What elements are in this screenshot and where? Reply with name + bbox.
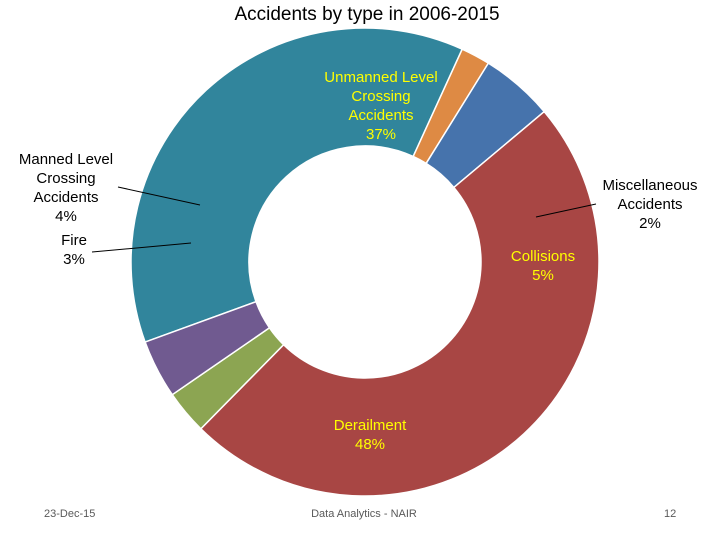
chart-title: Accidents by type in 2006-2015 [234,4,500,25]
data-label-miscellaneous-accidents: Miscellaneous Accidents 2% [602,177,697,232]
data-label-derailment: Derailment 48% [334,417,407,453]
slice-manned-level-crossing-accidents [144,300,271,396]
footer-center-text: Data Analytics - NAIR [311,508,417,520]
footer-date: 23-Dec-15 [44,508,96,520]
slice-unmanned-level-crossing-accidents [130,27,464,343]
data-label-collisions: Collisions 5% [511,248,575,284]
slice-derailment [199,110,600,497]
leader-line-manned-level-crossing-accidents [117,186,201,206]
leader-line-fire [91,242,192,253]
data-label-manned-level-crossing-accidents: Manned Level Crossing Accidents 4% [19,151,113,225]
data-label-fire: Fire 3% [61,232,87,268]
data-label-unmanned-level-crossing-accidents: Unmanned Level Crossing Accidents 37% [324,69,437,143]
leader-line-miscellaneous-accidents [535,203,597,218]
page-number: 12 [664,508,677,520]
